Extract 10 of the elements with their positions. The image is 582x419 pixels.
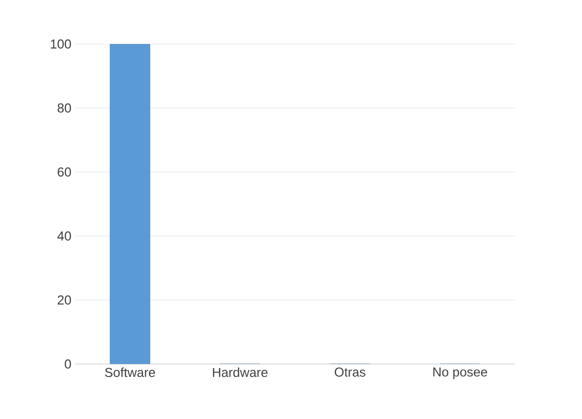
x-tick-label: Otras	[334, 368, 366, 377]
y-tick-label: 0	[64, 359, 71, 369]
y-tick-label: 80	[58, 103, 71, 113]
x-tick-label: Hardware	[212, 368, 268, 378]
x-tick-label: Software	[105, 368, 155, 378]
x-tick-label: No posee	[433, 368, 488, 380]
y-tick-label: 20	[58, 295, 71, 305]
y-tick-label: 100	[50, 39, 71, 49]
y-tick-label: 40	[57, 231, 71, 241]
y-tick-label: 60	[58, 167, 71, 177]
